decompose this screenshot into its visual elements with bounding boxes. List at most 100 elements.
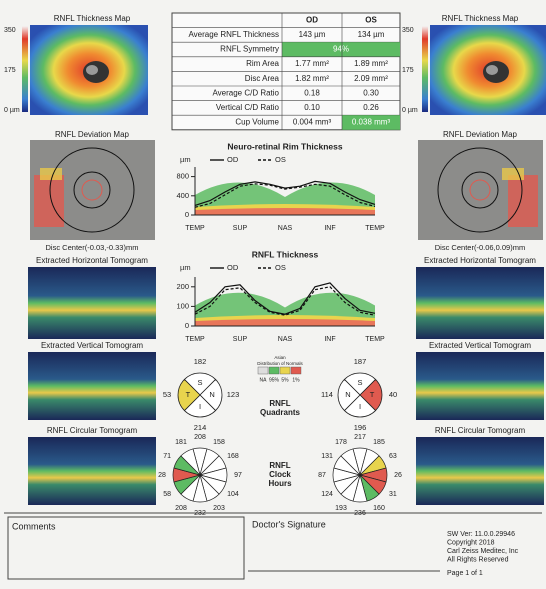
x-tick-label: TEMP: [185, 225, 205, 232]
cell-value: 1.77 mm²: [295, 59, 329, 68]
x-tick-label: NAS: [278, 336, 293, 343]
x-tick-label: TEMP: [185, 336, 205, 343]
x-tick-label: TEMP: [365, 336, 385, 343]
footer-info: All Rights Reserved: [447, 556, 509, 563]
legend-title: Asian: [274, 355, 286, 360]
scale-label: 350: [4, 27, 16, 34]
quadrant-value: 114: [321, 390, 333, 399]
map-title: RNFL Deviation Map: [55, 130, 130, 139]
clock-value: 232: [194, 510, 206, 517]
quadrant-letter: S: [357, 378, 362, 387]
scale-label: 0 µm: [402, 107, 418, 114]
quadrant-value: 196: [354, 423, 367, 432]
clock-value: 217: [354, 434, 366, 441]
row-label: Vertical C/D Ratio: [216, 103, 280, 112]
tomogram-title: Extracted Vertical Tomogram: [41, 341, 143, 350]
clock-value: 71: [163, 453, 171, 460]
clock-title: Clock: [269, 470, 291, 479]
legend-label: OS: [275, 155, 286, 164]
optic-cup: [86, 65, 98, 75]
row-label: Cup Volume: [235, 118, 279, 127]
column-header: OS: [365, 15, 377, 24]
quadrant-value: 123: [227, 390, 240, 399]
cell-value: 1.89 mm²: [354, 59, 388, 68]
row-label: Average RNFL Thickness: [188, 30, 279, 39]
clock-value: 104: [227, 491, 239, 498]
cell-value: 0.26: [363, 103, 379, 112]
tomogram: [28, 267, 156, 339]
clock-value: 181: [175, 439, 187, 446]
row-label: RNFL Symmetry: [220, 45, 279, 54]
tomogram-title: Extracted Vertical Tomogram: [429, 341, 531, 350]
scale-label: 350: [402, 27, 414, 34]
row-label: Rim Area: [246, 59, 279, 68]
tomogram: [416, 267, 544, 339]
legend-label: NA: [260, 377, 268, 383]
tomogram: [28, 437, 156, 505]
cell-value: 94%: [333, 45, 349, 54]
map-title: RNFL Thickness Map: [442, 14, 519, 23]
quadrant-letter: T: [186, 390, 191, 399]
disc-center: Disc Center(-0.03,-0.33)mm: [46, 243, 139, 252]
tomogram: [416, 352, 544, 420]
deviation-patch: [508, 175, 538, 227]
y-tick-label: 400: [176, 191, 189, 200]
signature-label: Doctor's Signature: [252, 519, 326, 529]
optic-cup: [486, 65, 498, 75]
axis-unit: µm: [180, 155, 191, 164]
x-tick-label: INF: [324, 225, 335, 232]
scale-label: 175: [4, 67, 16, 74]
legend-swatch: [291, 367, 301, 374]
clock-title: RNFL: [269, 461, 290, 470]
scale-label: 0 µm: [4, 107, 20, 114]
quadrant-letter: N: [345, 390, 350, 399]
clock-value: 63: [389, 453, 397, 460]
deviation-patch: [34, 175, 64, 227]
cell-value: 143 µm: [299, 30, 326, 39]
disc-center: Disc Center(-0.06,0.09)mm: [435, 243, 525, 252]
y-tick-label: 200: [176, 282, 189, 291]
legend-label: OD: [227, 263, 239, 272]
clock-value: 58: [163, 491, 171, 498]
map-title: RNFL Thickness Map: [54, 14, 131, 23]
quadrant-letter: I: [359, 402, 361, 411]
comments-label: Comments: [12, 521, 56, 531]
deviation-patch: [40, 168, 62, 180]
cell-value: 1.82 mm²: [295, 74, 329, 83]
scale-bar: [22, 26, 28, 112]
quadrant-letter: S: [197, 378, 202, 387]
footer-info: Page 1 of 1: [447, 570, 483, 577]
scale-bar: [422, 26, 428, 112]
y-tick-label: 0: [185, 321, 189, 330]
clock-value: 208: [175, 505, 187, 512]
tomogram-title: RNFL Circular Tomogram: [47, 426, 138, 435]
chart-title: Neuro-retinal Rim Thickness: [227, 141, 343, 151]
quadrant-value: 182: [194, 357, 207, 366]
x-tick-label: TEMP: [365, 225, 385, 232]
tomogram-title: Extracted Horizontal Tomogram: [424, 256, 536, 265]
tomogram: [28, 352, 156, 420]
legend-swatch: [269, 367, 279, 374]
legend-label: 1%: [292, 377, 300, 383]
clock-value: 236: [354, 510, 366, 517]
chart-title: RNFL Thickness: [252, 249, 319, 259]
y-tick-label: 800: [176, 172, 189, 181]
cell-value: 0.30: [363, 88, 379, 97]
legend-label: 95%: [269, 377, 280, 383]
clock-value: 124: [321, 491, 333, 498]
map-title: RNFL Deviation Map: [443, 130, 518, 139]
legend-title: Distribution of Normals: [257, 361, 303, 366]
x-tick-label: SUP: [233, 336, 248, 343]
row-label: Disc Area: [245, 74, 280, 83]
normal-band: [195, 208, 375, 215]
cell-value: 0.038 mm³: [352, 118, 391, 127]
clock-value: 97: [234, 472, 242, 479]
scale-label: 175: [402, 67, 414, 74]
x-tick-label: INF: [324, 336, 335, 343]
cell-value: 134 µm: [358, 30, 385, 39]
clock-value: 28: [158, 472, 166, 479]
quadrant-letter: T: [370, 390, 375, 399]
footer-info: Copyright 2018: [447, 539, 495, 546]
normal-band: [195, 319, 375, 326]
cell-value: 0.18: [304, 88, 320, 97]
